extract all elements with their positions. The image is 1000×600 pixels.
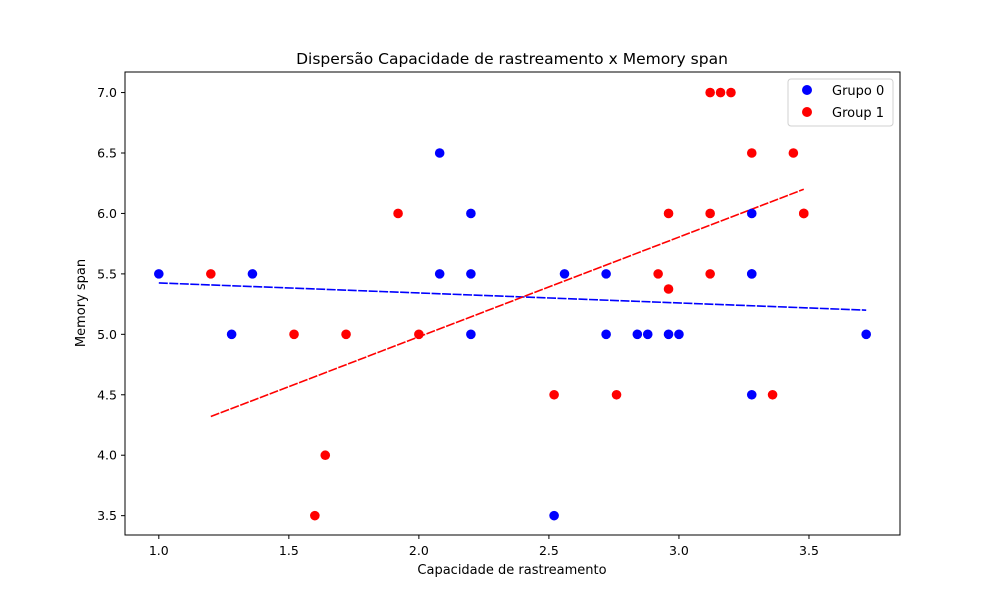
data-point-series-0 bbox=[663, 329, 674, 340]
chart-title: Dispersão Capacidade de rastreamento x M… bbox=[296, 50, 728, 68]
legend-marker-group-1 bbox=[802, 107, 812, 117]
x-tick-label: 1.0 bbox=[149, 543, 169, 558]
y-axis-label: Memory span bbox=[74, 259, 89, 347]
data-point-series-0 bbox=[247, 269, 258, 279]
x-tick-label: 1.5 bbox=[279, 543, 299, 558]
y-tick-label: 3.5 bbox=[97, 508, 117, 523]
data-point-series-1 bbox=[393, 208, 403, 219]
data-point-series-0 bbox=[466, 329, 476, 340]
data-point-series-1 bbox=[320, 450, 331, 461]
y-tick-label: 4.0 bbox=[97, 448, 117, 463]
y-tick-label: 6.5 bbox=[97, 145, 117, 160]
data-points bbox=[154, 87, 871, 521]
data-point-series-1 bbox=[705, 87, 715, 98]
data-point-series-0 bbox=[861, 329, 871, 340]
data-point-series-1 bbox=[206, 269, 216, 279]
data-point-series-1 bbox=[767, 389, 778, 400]
data-point-series-1 bbox=[746, 148, 757, 158]
data-point-series-0 bbox=[154, 269, 164, 279]
x-tick-label: 2.0 bbox=[409, 543, 429, 558]
data-point-series-0 bbox=[434, 148, 445, 158]
data-point-series-0 bbox=[466, 269, 476, 279]
axes-frame bbox=[124, 71, 901, 536]
data-point-series-1 bbox=[705, 269, 715, 279]
data-point-series-1 bbox=[788, 148, 799, 158]
legend-marker-grupo-0 bbox=[802, 85, 812, 95]
data-point-series-0 bbox=[746, 208, 757, 219]
trend-line-series-1 bbox=[210, 188, 805, 418]
y-tick-label: 5.5 bbox=[97, 266, 117, 281]
y-axis-ticks: 3.5 4.0 4.5 5.0 5.5 6.0 6.5 7.0 bbox=[97, 85, 125, 523]
data-point-series-1 bbox=[705, 208, 715, 219]
trend-lines bbox=[158, 188, 867, 418]
data-point-series-0 bbox=[601, 329, 611, 340]
y-tick-label: 5.0 bbox=[97, 327, 117, 342]
data-point-series-0 bbox=[746, 269, 757, 279]
x-axis-ticks: 1.0 1.5 2.0 2.5 3.0 3.5 bbox=[149, 535, 819, 558]
data-point-series-1 bbox=[726, 87, 736, 98]
data-point-series-0 bbox=[549, 510, 559, 521]
legend-label-grupo-0: Grupo 0 bbox=[832, 84, 884, 99]
x-tick-label: 3.0 bbox=[669, 543, 689, 558]
data-point-series-0 bbox=[226, 329, 237, 340]
data-point-series-1 bbox=[798, 208, 809, 219]
data-point-series-0 bbox=[434, 269, 445, 279]
data-point-series-1 bbox=[653, 269, 663, 279]
data-point-series-0 bbox=[746, 389, 757, 400]
y-tick-label: 6.0 bbox=[97, 206, 117, 221]
x-tick-label: 3.5 bbox=[799, 543, 819, 558]
data-point-series-1 bbox=[341, 329, 351, 340]
legend-box bbox=[787, 78, 894, 127]
data-point-series-1 bbox=[715, 87, 726, 98]
data-point-series-1 bbox=[549, 389, 559, 400]
legend-label-group-1: Group 1 bbox=[832, 106, 884, 121]
data-point-series-0 bbox=[674, 329, 684, 340]
data-point-series-1 bbox=[289, 329, 299, 340]
data-point-series-1 bbox=[611, 389, 622, 400]
y-tick-label: 7.0 bbox=[97, 85, 117, 100]
data-point-series-0 bbox=[559, 269, 570, 279]
trend-line-series-0 bbox=[158, 282, 867, 311]
data-point-series-1 bbox=[663, 208, 674, 219]
y-tick-label: 4.5 bbox=[97, 387, 117, 402]
x-tick-label: 2.5 bbox=[539, 543, 559, 558]
x-axis-label: Capacidade de rastreamento bbox=[417, 563, 606, 578]
legend: Grupo 0 Group 1 bbox=[787, 78, 894, 127]
data-point-series-0 bbox=[632, 329, 643, 340]
data-point-series-1 bbox=[414, 329, 424, 340]
data-point-series-1 bbox=[310, 510, 320, 521]
data-point-series-0 bbox=[601, 269, 611, 279]
data-point-series-1 bbox=[663, 284, 674, 294]
data-point-series-0 bbox=[466, 208, 476, 219]
data-point-series-0 bbox=[642, 329, 653, 340]
